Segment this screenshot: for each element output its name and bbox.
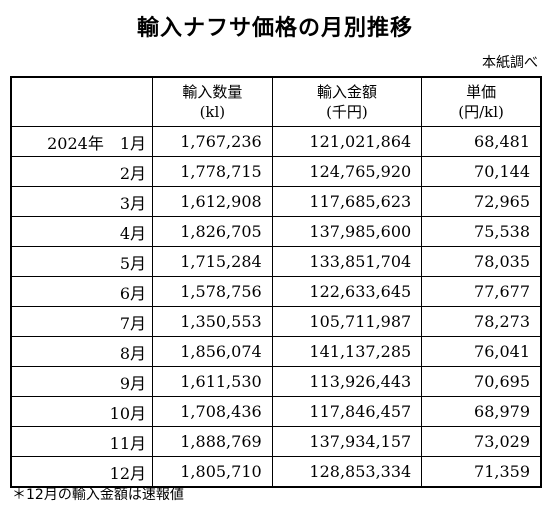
table-row: 7月 1,350,553 105,711,987 78,273 bbox=[10, 306, 542, 337]
unit-price-cell: 75,538 bbox=[421, 216, 542, 247]
table-row: 11月 1,888,769 137,934,157 73,029 bbox=[10, 426, 542, 457]
month-cell: 4月 bbox=[10, 216, 154, 247]
table-row: 12月 1,805,710 128,853,334 71,359 bbox=[10, 456, 542, 488]
quantity-cell: 1,805,710 bbox=[152, 456, 273, 488]
unit-price-cell: 78,035 bbox=[421, 246, 542, 277]
unit-price-cell: 76,041 bbox=[421, 336, 542, 367]
header-unit: (円/kl) bbox=[458, 103, 504, 121]
table-row: 2月 1,778,715 124,765,920 70,144 bbox=[10, 156, 542, 187]
table-row: 10月 1,708,436 117,846,457 68,979 bbox=[10, 396, 542, 427]
table-row: 4月 1,826,705 137,985,600 75,538 bbox=[10, 216, 542, 247]
unit-price-cell: 70,144 bbox=[421, 156, 542, 187]
quantity-cell: 1,578,756 bbox=[152, 276, 273, 307]
naphtha-price-table: 輸入数量 (kl) 輸入金額 (千円) 単価 (円/kl) 2024年 1月 1,… bbox=[10, 76, 542, 488]
month-cell: 7月 bbox=[10, 306, 154, 337]
header-label: 輸入数量 bbox=[182, 83, 243, 101]
amount-cell: 137,934,157 bbox=[271, 426, 423, 457]
month-cell: 3月 bbox=[10, 186, 154, 217]
month-cell: 12月 bbox=[10, 456, 154, 488]
unit-price-cell: 72,965 bbox=[421, 186, 542, 217]
unit-price-cell: 78,273 bbox=[421, 306, 542, 337]
quantity-cell: 1,826,705 bbox=[152, 216, 273, 247]
month-cell: 6月 bbox=[10, 276, 154, 307]
unit-price-cell: 68,481 bbox=[421, 126, 542, 157]
unit-price-cell: 71,359 bbox=[421, 456, 542, 488]
quantity-cell: 1,708,436 bbox=[152, 396, 273, 427]
quantity-cell: 1,778,715 bbox=[152, 156, 273, 187]
quantity-cell: 1,612,908 bbox=[152, 186, 273, 217]
table-row: 9月 1,611,530 113,926,443 70,695 bbox=[10, 366, 542, 397]
amount-cell: 121,021,864 bbox=[271, 126, 423, 157]
unit-price-cell: 77,677 bbox=[421, 276, 542, 307]
unit-price-cell: 68,979 bbox=[421, 396, 542, 427]
month-cell: 9月 bbox=[10, 366, 154, 397]
footnote: ＊12月の輸入金額は速報値 bbox=[12, 487, 184, 503]
header-month bbox=[10, 76, 154, 127]
amount-cell: 122,633,645 bbox=[271, 276, 423, 307]
header-unit-price: 単価 (円/kl) bbox=[421, 76, 542, 127]
source-credit: 本紙調べ bbox=[482, 55, 538, 71]
amount-cell: 105,711,987 bbox=[271, 306, 423, 337]
quantity-cell: 1,350,553 bbox=[152, 306, 273, 337]
header-unit: (千円) bbox=[326, 103, 368, 121]
amount-cell: 124,765,920 bbox=[271, 156, 423, 187]
quantity-cell: 1,856,074 bbox=[152, 336, 273, 367]
month-cell: 8月 bbox=[10, 336, 154, 367]
month-cell: 5月 bbox=[10, 246, 154, 277]
amount-cell: 141,137,285 bbox=[271, 336, 423, 367]
table-row: 8月 1,856,074 141,137,285 76,041 bbox=[10, 336, 542, 367]
quantity-cell: 1,888,769 bbox=[152, 426, 273, 457]
table-row: 6月 1,578,756 122,633,645 77,677 bbox=[10, 276, 542, 307]
amount-cell: 133,851,704 bbox=[271, 246, 423, 277]
quantity-cell: 1,611,530 bbox=[152, 366, 273, 397]
unit-price-cell: 70,695 bbox=[421, 366, 542, 397]
month-cell: 2024年 1月 bbox=[10, 126, 154, 157]
header-unit: (kl) bbox=[199, 103, 226, 121]
unit-price-cell: 73,029 bbox=[421, 426, 542, 457]
table-header-row: 輸入数量 (kl) 輸入金額 (千円) 単価 (円/kl) bbox=[10, 76, 542, 127]
table-row: 2024年 1月 1,767,236 121,021,864 68,481 bbox=[10, 126, 542, 157]
amount-cell: 128,853,334 bbox=[271, 456, 423, 488]
quantity-cell: 1,715,284 bbox=[152, 246, 273, 277]
amount-cell: 137,985,600 bbox=[271, 216, 423, 247]
amount-cell: 113,926,443 bbox=[271, 366, 423, 397]
quantity-cell: 1,767,236 bbox=[152, 126, 273, 157]
amount-cell: 117,846,457 bbox=[271, 396, 423, 427]
month-cell: 2月 bbox=[10, 156, 154, 187]
table-body: 2024年 1月 1,767,236 121,021,864 68,481 2月 1,77… bbox=[10, 126, 542, 488]
header-amount: 輸入金額 (千円) bbox=[271, 76, 423, 127]
header-label: 単価 bbox=[466, 83, 497, 101]
header-quantity: 輸入数量 (kl) bbox=[152, 76, 273, 127]
page-title: 輸入ナフサ価格の月別推移 bbox=[136, 16, 413, 41]
table-row: 5月 1,715,284 133,851,704 78,035 bbox=[10, 246, 542, 277]
month-cell: 10月 bbox=[10, 396, 154, 427]
month-cell: 11月 bbox=[10, 426, 154, 457]
header-label: 輸入金額 bbox=[316, 83, 377, 101]
amount-cell: 117,685,623 bbox=[271, 186, 423, 217]
table-row: 3月 1,612,908 117,685,623 72,965 bbox=[10, 186, 542, 217]
